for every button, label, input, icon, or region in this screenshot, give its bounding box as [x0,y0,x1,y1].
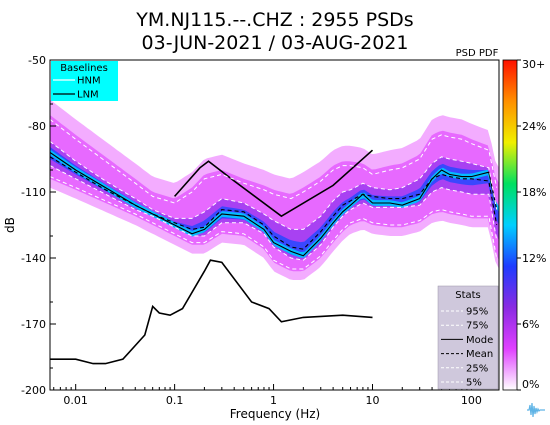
stats-legend-background [437,285,499,390]
colorbar-title: PSD PDF [456,48,499,59]
baselines-legend-title: Baselines [60,63,108,74]
series-line-25pct [50,165,498,261]
x-tick-label: 10 [365,394,379,407]
colorbar-tick-label: 12% [522,252,546,265]
colorbar-tick-label: 0% [522,378,539,391]
series-lines [50,119,498,365]
y-tick-label: -170 [21,318,46,331]
pdf-band-outer [50,99,499,280]
hnm-legend-label: HNM [77,76,101,87]
stats-legend-label: Mean [466,349,493,360]
series-line-hnm [174,149,374,218]
y-axis-label: dB [3,217,17,233]
chart-title: YM.NJ115.--.CHZ : 2955 PSDs [135,9,413,31]
series-line-75pct [50,141,498,230]
y-tick-label: -140 [21,252,46,265]
stats-legend-label: 5% [466,378,482,389]
series-line-mean [50,156,498,250]
pdf-density-layer [50,99,499,280]
pdf-band-low [50,115,499,272]
colorbar-gradient [502,59,518,391]
y-tick-label: -80 [28,120,46,133]
lnm-legend-label: LNM [77,90,99,101]
x-tick-label: 0.1 [166,394,184,407]
series-line-mode [50,151,498,257]
stats-legend-title: Stats [455,290,481,301]
chart-subtitle: 03-JUN-2021 / 03-AUG-2021 [142,32,409,54]
y-tick-label: -200 [21,384,46,397]
stats-legend-label: Mode [466,335,493,346]
stats-legend-label: 95% [466,307,488,318]
x-axis: 0.01 0.1 1 10 100 [53,384,482,407]
y-tick-label: -50 [28,54,46,67]
series-line-5pct [50,176,498,270]
y-axis: -50 -80 -110 -140 -170 -200 [21,54,56,397]
pdf-band-peak [50,149,499,258]
stats-legend: Stats 95% 75% Mode Mean 25% 5% [437,285,499,390]
colorbar: PSD PDF 30+ 24% 18% 12% 6% 0% [456,48,547,391]
stats-legend-label: 25% [466,363,488,374]
colorbar-tick-label: 24% [522,120,546,133]
x-tick-label: 100 [461,394,482,407]
y-tick-label: -110 [21,186,46,199]
x-axis-label: Frequency (Hz) [230,407,321,421]
waveform-logo-icon [527,402,545,418]
colorbar-tick-label: 30+ [522,58,545,71]
x-tick-label: 0.01 [63,394,88,407]
stats-legend-label: 75% [466,321,488,332]
series-line-lnm [50,259,373,365]
series-line-95pct [50,119,498,204]
plot-frame [49,59,500,391]
colorbar-tick-label: 18% [522,186,546,199]
x-tick-label: 1 [270,394,277,407]
baselines-legend: Baselines HNM LNM [51,61,118,101]
colorbar-tick-label: 6% [522,318,539,331]
